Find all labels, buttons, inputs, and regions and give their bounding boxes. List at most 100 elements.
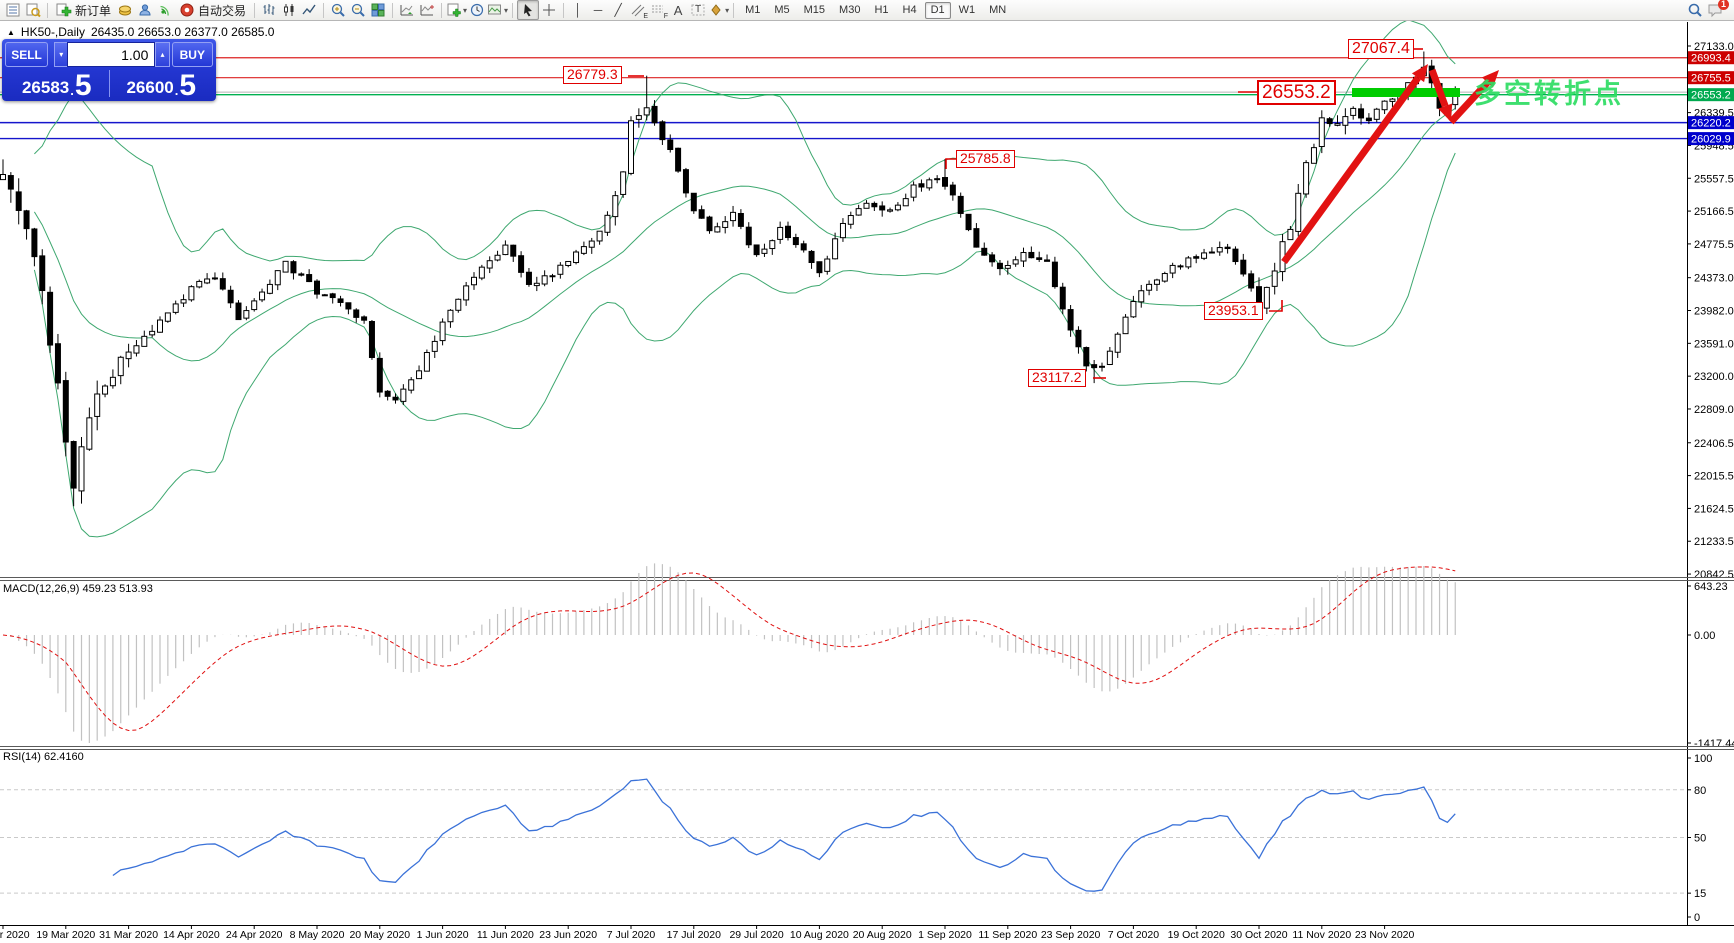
dropdown-caret-icon: ▾ [504, 5, 509, 15]
timeframe-button-D1[interactable]: D1 [924, 1, 951, 19]
toolbar-separator [563, 2, 565, 18]
tile-windows-icon[interactable] [368, 1, 388, 19]
toolbar-separator [733, 2, 735, 18]
collapse-triangle-icon[interactable]: ▲ [7, 27, 15, 37]
price-label-25785.8[interactable]: 25785.8 [956, 150, 1015, 168]
history-center-icon[interactable] [115, 1, 135, 19]
sell-price[interactable]: 26583 . 5 [5, 68, 109, 102]
svg-text:22015.5: 22015.5 [1694, 471, 1734, 483]
text-tool-icon: A [673, 2, 683, 18]
trendline-tool-button[interactable]: ╱ [608, 1, 628, 19]
auto-scroll-icon[interactable] [397, 1, 417, 19]
time-axis[interactable]: 9 Mar 2020 19 Mar 2020 31 Mar 2020 14 Apr 2… [0, 925, 1415, 941]
svg-text:30 Oct 2020: 30 Oct 2020 [1230, 929, 1287, 941]
dropdown-caret-icon: ▾ [463, 5, 468, 15]
horizontal-line-tool-button[interactable]: ─ [588, 1, 608, 19]
timeframe-button-MN[interactable]: MN [989, 3, 1007, 16]
toolbar-separator [392, 2, 394, 18]
timeframe-button-M5[interactable]: M5 [774, 3, 790, 16]
timeframe-button-W1[interactable]: W1 [958, 3, 976, 16]
rsi-pane-label: RSI(14) 62.4160 [3, 751, 84, 763]
search-icon[interactable] [1685, 1, 1705, 19]
timeframe-button-M15[interactable]: M15 [803, 3, 826, 16]
svg-text:22406.5: 22406.5 [1694, 438, 1734, 450]
signals-icon[interactable] [155, 1, 175, 19]
new-order-button[interactable]: 新订单 [52, 1, 115, 19]
data-window-icon[interactable] [23, 1, 43, 19]
volume-decrease-button[interactable]: ▾ [54, 42, 68, 67]
svg-text:27133.0: 27133.0 [1694, 41, 1734, 53]
text-label-tool-button[interactable]: T [688, 1, 708, 19]
vertical-line-icon: │ [574, 3, 582, 17]
svg-text:26755.5: 26755.5 [1691, 73, 1731, 85]
buy-price-dot: . [174, 83, 179, 98]
auto-trading-label: 自动交易 [198, 3, 247, 18]
price-label-26779.3[interactable]: 26779.3 [563, 66, 622, 84]
horizontal-line-icon: ─ [593, 3, 603, 17]
equidistant-channel-tool-button[interactable]: E [628, 1, 649, 20]
candlestick-chart-icon[interactable] [279, 1, 299, 19]
svg-text:25166.5: 25166.5 [1694, 206, 1734, 218]
sell-button[interactable]: SELL [5, 42, 49, 67]
svg-text:19 Oct 2020: 19 Oct 2020 [1168, 929, 1225, 941]
buy-price[interactable]: 26600 . 5 [110, 68, 214, 102]
bull-bear-turning-point-label[interactable]: 多空转折点 [1474, 79, 1624, 109]
text-label-icon: T [695, 4, 702, 15]
text-tool-button[interactable]: A [668, 1, 688, 19]
buy-price-main: 26600 [126, 78, 174, 98]
bar-chart-icon[interactable] [259, 1, 279, 19]
svg-text:24 Apr 2020: 24 Apr 2020 [226, 929, 283, 941]
chart-shift-icon[interactable] [417, 1, 437, 19]
svg-text:23200.0: 23200.0 [1694, 371, 1734, 383]
sell-price-frac: 5 [74, 69, 92, 102]
timeframe-button-M1[interactable]: M1 [745, 3, 761, 16]
period-clock-icon[interactable] [467, 1, 487, 19]
macd-indicator [2, 563, 1456, 744]
price-axis[interactable]: 27133.026339.525948.525557.525166.524775… [1687, 22, 1734, 925]
svg-text:11 Nov 2020: 11 Nov 2020 [1292, 929, 1351, 941]
auto-trading-button[interactable]: 自动交易 [175, 1, 250, 19]
templates-icon[interactable]: ▾ [487, 1, 508, 19]
community-icon[interactable] [135, 1, 155, 19]
price-label-23953.1[interactable]: 23953.1 [1204, 302, 1263, 320]
buy-button[interactable]: BUY [171, 42, 213, 67]
svg-text:24775.5: 24775.5 [1694, 239, 1734, 251]
svg-text:7 Oct 2020: 7 Oct 2020 [1108, 929, 1160, 941]
price-label-23117.2[interactable]: 23117.2 [1028, 369, 1086, 387]
price-label-27067.4[interactable]: 27067.4 [1348, 39, 1414, 59]
pane-separators[interactable] [0, 577, 1734, 926]
svg-text:100: 100 [1694, 753, 1712, 765]
shapes-dropdown-button[interactable]: ▾ [708, 1, 729, 19]
svg-text:0: 0 [1694, 912, 1700, 924]
toolbar-separator [323, 2, 325, 18]
volume-input[interactable] [67, 42, 156, 67]
vertical-line-tool-button[interactable]: │ [568, 1, 588, 19]
line-chart-icon[interactable] [299, 1, 319, 19]
timeframe-button-H1[interactable]: H1 [874, 3, 889, 16]
svg-text:31 Mar 2020: 31 Mar 2020 [99, 929, 158, 941]
volume-increase-button[interactable]: ▴ [155, 42, 170, 67]
dropdown-caret-icon: ▾ [725, 5, 730, 15]
crosshair-tool-button[interactable] [539, 1, 559, 19]
candles-layer [0, 51, 1459, 507]
buy-price-frac: 5 [179, 69, 197, 102]
trend-arrow [1448, 80, 1491, 125]
channel-sub-label: E [643, 13, 649, 20]
svg-text:17 Jul 2020: 17 Jul 2020 [667, 929, 721, 941]
timeframe-button-H4[interactable]: H4 [902, 3, 917, 16]
chart-ohlc-values: 26435.0 26653.0 26377.0 26585.0 [90, 25, 275, 39]
svg-text:11 Sep 2020: 11 Sep 2020 [978, 929, 1037, 941]
market-watch-icon[interactable] [3, 1, 23, 19]
cursor-tool-button[interactable] [517, 0, 540, 20]
svg-text:9 Mar 2020: 9 Mar 2020 [0, 929, 30, 941]
notifications-button[interactable]: 1 [1705, 0, 1729, 19]
zoom-out-icon[interactable] [348, 1, 368, 19]
new-chart-button[interactable]: ▾ [446, 1, 467, 19]
zoom-in-icon[interactable] [328, 1, 348, 19]
price-label-26553.2[interactable]: 26553.2 [1257, 80, 1336, 106]
sell-price-main: 26583 [21, 78, 70, 98]
timeframe-button-M30[interactable]: M30 [839, 3, 861, 16]
fibonacci-tool-button[interactable]: F [648, 1, 668, 20]
drawing-objects[interactable] [628, 48, 1499, 379]
